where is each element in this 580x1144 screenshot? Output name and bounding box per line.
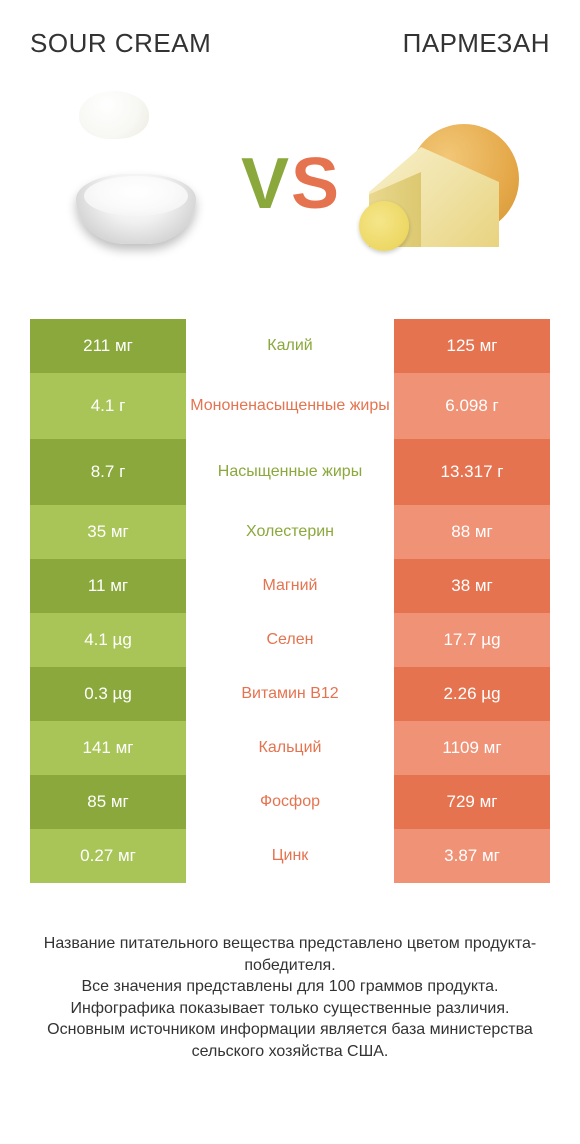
table-row: 0.3 µgВитамин B122.26 µg bbox=[30, 667, 550, 721]
value-left: 11 мг bbox=[30, 559, 186, 613]
value-right: 729 мг bbox=[394, 775, 550, 829]
vs-v: V bbox=[241, 148, 289, 220]
title-right: ПАРМЕЗАН bbox=[403, 28, 550, 59]
value-right: 88 мг bbox=[394, 505, 550, 559]
value-left: 141 мг bbox=[30, 721, 186, 775]
parmesan-icon bbox=[359, 109, 529, 259]
vs-label: VS bbox=[241, 148, 339, 220]
value-left: 8.7 г bbox=[30, 439, 186, 505]
value-right: 6.098 г bbox=[394, 373, 550, 439]
title-left: SOUR CREAM bbox=[30, 28, 211, 59]
value-right: 17.7 µg bbox=[394, 613, 550, 667]
value-right: 2.26 µg bbox=[394, 667, 550, 721]
hero-row: VS bbox=[30, 99, 550, 269]
nutrient-label: Кальций bbox=[186, 721, 394, 775]
value-left: 85 мг bbox=[30, 775, 186, 829]
sour-cream-icon bbox=[51, 109, 221, 259]
table-row: 85 мгФосфор729 мг bbox=[30, 775, 550, 829]
value-right: 13.317 г bbox=[394, 439, 550, 505]
value-right: 1109 мг bbox=[394, 721, 550, 775]
nutrient-label: Холестерин bbox=[186, 505, 394, 559]
value-right: 38 мг bbox=[394, 559, 550, 613]
table-row: 141 мгКальций1109 мг bbox=[30, 721, 550, 775]
table-row: 11 мгМагний38 мг bbox=[30, 559, 550, 613]
value-right: 125 мг bbox=[394, 319, 550, 373]
table-row: 0.27 мгЦинк3.87 мг bbox=[30, 829, 550, 883]
nutrient-label: Магний bbox=[186, 559, 394, 613]
value-left: 4.1 г bbox=[30, 373, 186, 439]
nutrient-label: Витамин B12 bbox=[186, 667, 394, 721]
table-row: 8.7 гНасыщенные жиры13.317 г bbox=[30, 439, 550, 505]
nutrient-label: Калий bbox=[186, 319, 394, 373]
title-row: SOUR CREAM ПАРМЕЗАН bbox=[30, 28, 550, 59]
nutrient-label: Фосфор bbox=[186, 775, 394, 829]
value-left: 35 мг bbox=[30, 505, 186, 559]
vs-s: S bbox=[291, 148, 339, 220]
nutrient-label: Цинк bbox=[186, 829, 394, 883]
value-right: 3.87 мг bbox=[394, 829, 550, 883]
table-row: 4.1 µgСелен17.7 µg bbox=[30, 613, 550, 667]
table-row: 4.1 гМононенасыщенные жиры6.098 г bbox=[30, 373, 550, 439]
value-left: 0.3 µg bbox=[30, 667, 186, 721]
nutrient-label: Насыщенные жиры bbox=[186, 439, 394, 505]
table-row: 211 мгКалий125 мг bbox=[30, 319, 550, 373]
value-left: 0.27 мг bbox=[30, 829, 186, 883]
value-left: 4.1 µg bbox=[30, 613, 186, 667]
footer-note: Название питательного вещества представл… bbox=[30, 933, 550, 1063]
nutrient-label: Мононенасыщенные жиры bbox=[186, 373, 394, 439]
table-row: 35 мгХолестерин88 мг bbox=[30, 505, 550, 559]
comparison-table: 211 мгКалий125 мг4.1 гМононенасыщенные ж… bbox=[30, 319, 550, 883]
value-left: 211 мг bbox=[30, 319, 186, 373]
nutrient-label: Селен bbox=[186, 613, 394, 667]
